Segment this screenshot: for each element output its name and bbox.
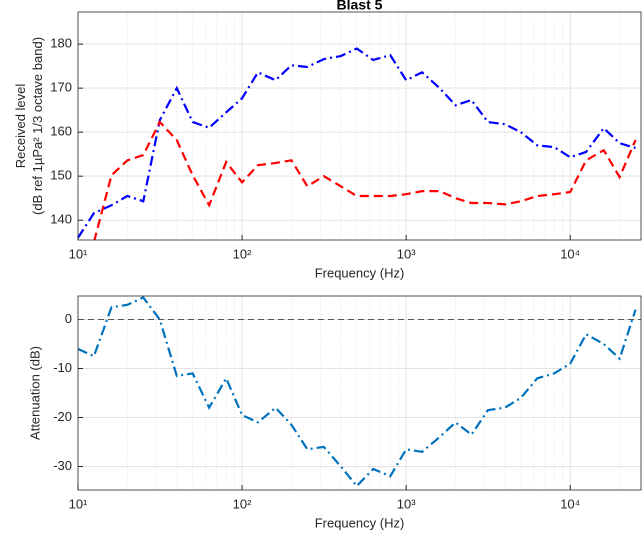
x-axis-label: Frequency (Hz): [315, 265, 405, 280]
x-tick-label: 10³: [397, 246, 416, 261]
y-tick-label: 180: [50, 36, 72, 51]
x-tick-label: 10³: [397, 496, 416, 511]
y-tick-label: -20: [53, 409, 72, 424]
x-tick-label: 10²: [233, 496, 252, 511]
plot-area: [78, 296, 641, 490]
axes-box: [77, 295, 642, 491]
y-tick-label: 140: [50, 212, 72, 227]
x-tick-label: 10¹: [69, 246, 88, 261]
axes-box: [77, 11, 642, 241]
y-axis-label: (dB ref 1µPa² 1/3 octave band): [30, 37, 45, 215]
y-tick-label: -30: [53, 458, 72, 473]
axes: 10¹ 10² 10³ 10⁴ 140 150 160 170 180 Blast 5 Freque…: [13, 0, 642, 280]
y-tick-label: 150: [50, 168, 72, 183]
x-tick-label: 10⁴: [560, 496, 580, 511]
y-tick-label: 160: [50, 124, 72, 139]
data-line: [78, 47, 636, 239]
y-tick-label: 0: [65, 311, 72, 326]
y-axis-label: Attenuation (dB): [27, 346, 42, 440]
data-line: [93, 120, 637, 240]
y-axis-label: Received level: [13, 84, 28, 169]
x-axis-label: Frequency (Hz): [315, 515, 405, 530]
data-line: [78, 296, 637, 488]
x-tick-label: 10¹: [69, 496, 88, 511]
x-tick-label: 10²: [233, 246, 252, 261]
y-tick-label: -10: [53, 360, 72, 375]
chart-title: Blast 5: [337, 0, 383, 13]
y-tick-label: 170: [50, 80, 72, 95]
x-tick-label: 10⁴: [560, 246, 580, 261]
axes: 10¹ 10² 10³ 10⁴ -30 -20 -10 0 Frequency (Hz) Atte…: [27, 295, 642, 530]
